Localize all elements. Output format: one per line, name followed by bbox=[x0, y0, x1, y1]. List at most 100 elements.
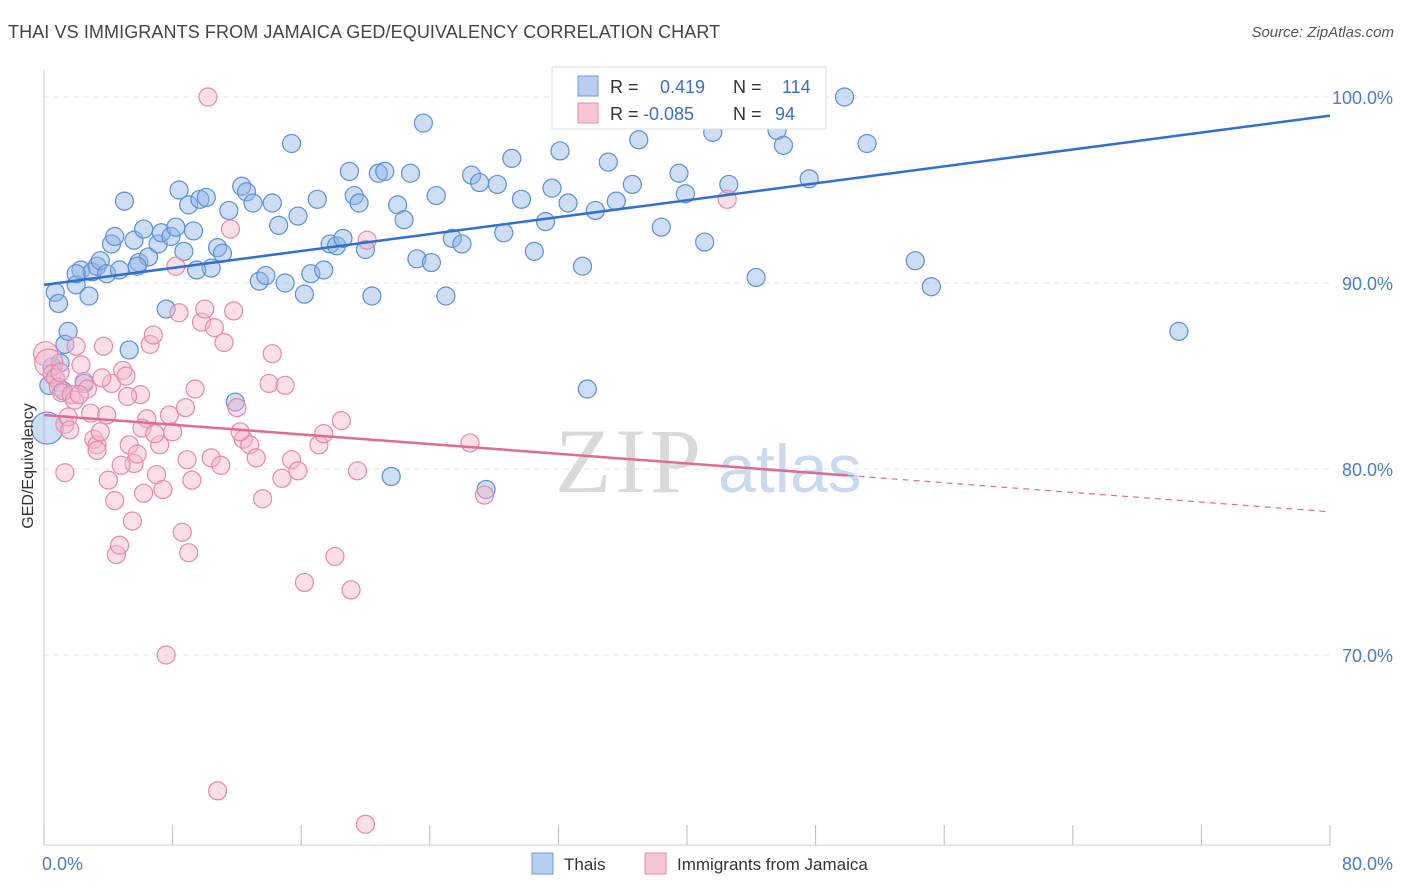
stats-r-value-jamaica: -0.085 bbox=[643, 104, 694, 124]
x-tick-label-0: 0.0% bbox=[42, 854, 83, 874]
point-thais-36 bbox=[196, 187, 216, 208]
point-thais-86 bbox=[542, 178, 562, 198]
point-thais-61 bbox=[349, 193, 369, 213]
point-jamaica-50 bbox=[182, 470, 202, 490]
point-jamaica-47 bbox=[172, 522, 192, 542]
point-jamaica-85 bbox=[92, 368, 112, 388]
point-thais-24 bbox=[134, 219, 154, 239]
point-thais-47 bbox=[262, 193, 282, 213]
point-jamaica-33 bbox=[127, 444, 147, 464]
y-axis-label: GED/Equivalency bbox=[20, 403, 37, 528]
point-thais-96 bbox=[651, 217, 671, 237]
point-jamaica-20 bbox=[87, 440, 107, 460]
point-jamaica-55 bbox=[201, 448, 221, 468]
point-thais-4 bbox=[48, 293, 69, 314]
point-jamaica-70 bbox=[275, 375, 295, 395]
point-jamaica-88 bbox=[145, 424, 165, 444]
point-thais-90 bbox=[577, 379, 597, 399]
stats-swatch-thais bbox=[577, 75, 599, 97]
point-jamaica-5 bbox=[50, 362, 70, 382]
point-jamaica-28 bbox=[113, 360, 133, 381]
trend-line-jamaica-dashed bbox=[847, 474, 1331, 513]
point-thais-58 bbox=[333, 228, 353, 248]
point-thais-108 bbox=[905, 251, 925, 271]
point-thais-18 bbox=[105, 226, 125, 247]
point-thais-95 bbox=[629, 130, 649, 150]
point-thais-87 bbox=[550, 141, 570, 161]
point-thais-70 bbox=[407, 249, 427, 269]
stats-n-value-thais: 114 bbox=[782, 77, 811, 97]
chart-title: THAI VS IMMIGRANTS FROM JAMAICA GED/EQUI… bbox=[8, 22, 721, 42]
point-jamaica-54 bbox=[198, 87, 218, 107]
stats-r-value-thais: 0.419 bbox=[660, 77, 705, 97]
point-thais-34 bbox=[183, 221, 204, 241]
point-jamaica-76 bbox=[325, 546, 345, 567]
point-thais-69 bbox=[400, 163, 421, 183]
point-thais-21 bbox=[119, 340, 139, 360]
point-thais-101 bbox=[719, 174, 739, 195]
point-jamaica-57 bbox=[208, 781, 228, 801]
point-thais-64 bbox=[368, 163, 388, 183]
point-thais-40 bbox=[219, 200, 239, 221]
point-thais-0 bbox=[30, 411, 64, 445]
point-jamaica-81 bbox=[357, 230, 377, 250]
y-tick-label-2: 80.0% bbox=[1342, 460, 1393, 480]
point-thais-81 bbox=[494, 223, 514, 243]
point-thais-110 bbox=[1169, 321, 1189, 341]
point-jamaica-79 bbox=[347, 461, 368, 481]
point-thais-74 bbox=[436, 286, 456, 306]
point-thais-92 bbox=[598, 152, 618, 172]
stats-n-label-thais: N = bbox=[733, 77, 762, 97]
stats-box: R = 0.419 N = 114 R = -0.085 N = 94 bbox=[551, 66, 827, 130]
point-thais-102 bbox=[746, 267, 766, 288]
point-jamaica-80 bbox=[355, 814, 376, 834]
point-thais-53 bbox=[301, 264, 321, 284]
y-tick-label-0: 100.0% bbox=[1332, 88, 1393, 108]
stats-r-label-jamaica: R = bbox=[610, 104, 639, 124]
point-jamaica-92 bbox=[69, 385, 89, 405]
point-thais-35 bbox=[190, 189, 210, 209]
point-jamaica-86 bbox=[111, 455, 131, 475]
point-jamaica-61 bbox=[224, 301, 244, 321]
point-jamaica-11 bbox=[55, 463, 75, 483]
point-jamaica-56 bbox=[204, 318, 224, 338]
point-jamaica-65 bbox=[246, 448, 266, 468]
point-thais-51 bbox=[288, 206, 308, 226]
axes bbox=[43, 70, 1331, 846]
point-thais-89 bbox=[572, 256, 593, 276]
point-jamaica-31 bbox=[122, 511, 143, 531]
legend-swatch-thais bbox=[531, 852, 554, 875]
point-jamaica-68 bbox=[262, 344, 282, 364]
point-jamaica-78 bbox=[341, 580, 361, 600]
point-jamaica-46 bbox=[169, 303, 189, 323]
point-thais-46 bbox=[256, 265, 276, 286]
point-jamaica-41 bbox=[153, 479, 173, 500]
point-jamaica-58 bbox=[211, 455, 231, 475]
point-thais-84 bbox=[524, 241, 544, 261]
point-thais-30 bbox=[166, 217, 186, 237]
point-jamaica-48 bbox=[175, 398, 196, 418]
point-jamaica-19 bbox=[90, 422, 110, 442]
point-thais-99 bbox=[695, 232, 715, 252]
point-thais-73 bbox=[426, 185, 446, 206]
legend-label-thais: Thais bbox=[564, 855, 606, 874]
point-thais-76 bbox=[452, 234, 472, 254]
point-jamaica-38 bbox=[143, 325, 163, 345]
x-tick-labels: 0.0% 80.0% bbox=[42, 854, 1393, 874]
y-tick-label-3: 70.0% bbox=[1342, 646, 1393, 666]
stats-swatch-jamaica bbox=[577, 102, 599, 124]
point-thais-109 bbox=[921, 277, 941, 297]
point-thais-14 bbox=[87, 256, 107, 276]
stats-n-value-jamaica: 94 bbox=[775, 104, 795, 124]
trend-line-thais bbox=[43, 114, 1331, 287]
legend-label-jamaica: Immigrants from Jamaica bbox=[677, 855, 868, 874]
trend-line-jamaica bbox=[43, 413, 848, 477]
point-jamaica-82 bbox=[460, 433, 480, 453]
point-thais-44 bbox=[243, 193, 263, 213]
point-jamaica-83 bbox=[474, 485, 495, 505]
point-jamaica-69 bbox=[272, 468, 292, 488]
point-jamaica-29 bbox=[116, 366, 136, 386]
point-thais-8 bbox=[58, 321, 78, 341]
point-thais-88 bbox=[558, 193, 578, 213]
